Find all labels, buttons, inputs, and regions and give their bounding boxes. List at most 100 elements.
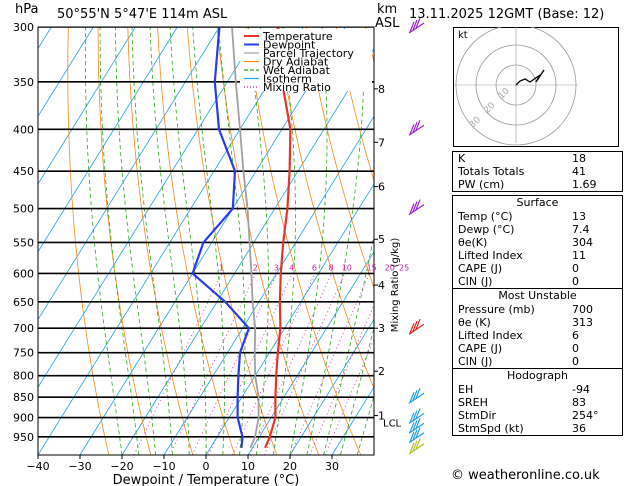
wind-barb [408,388,425,404]
table-row: Dewp (°C) 7.4 [453,223,622,236]
table-row: SREH 83 [453,396,622,409]
row-label: θe(K) [458,236,488,249]
mixing-ratio-line [191,273,278,455]
x-tick-label: −20 [110,460,133,473]
row-value: 0 [572,262,579,275]
x-tick-label: 20 [283,460,297,473]
series-temperature [264,27,292,449]
wet-adiabat-line [356,394,374,455]
isotherm-line [38,27,304,455]
mixing-ratio-label: 20 [385,263,395,272]
x-axis-title: Dewpoint / Temperature (°C) [113,473,300,486]
row-value: 83 [572,396,586,409]
lcl-label: LCL [383,418,402,429]
mixing-ratio-label: 15 [367,263,377,272]
row-label: θe (K) [458,316,491,329]
row-value: 11 [572,249,586,262]
table-row: K 18 [453,152,622,165]
skewt-axes: 1 2 3 4 6 8 10 15 20 2530035040045050055060065070… [13,21,409,486]
row-value: 313 [572,316,593,329]
indices-table: K 18 Totals Totals 41 PW (cm) 1.69 Surface Te… [452,151,623,439]
km-tick-label: 5 [378,233,385,246]
row-label: Totals Totals [458,165,525,178]
wet-adiabat-line [340,326,374,455]
row-value: 1.69 [572,178,597,191]
wet-adiabat-line [149,27,190,455]
indices-top-box: K 18 Totals Totals 41 PW (cm) 1.69 [452,151,623,192]
dry-adiabat-line [396,27,440,455]
series-dewpoint [191,27,251,448]
legend-label: Isotherm [263,73,312,86]
mixing-ratio-label: 4 [289,263,294,272]
x-tick-label: 0 [203,460,210,473]
indices-main-box: Surface Temp (°C) 13 Dewp (°C) 7.4 θe(K) 304 L… [452,195,623,436]
legend-label: Dry Adiabat [263,56,329,69]
isotherm-line [289,318,374,455]
row-value: 36 [572,422,586,435]
row-label: Lifted Index [458,249,523,262]
isotherm-line [247,251,374,455]
row-label: Temp (°C) [458,210,513,223]
wind-barb [408,199,425,216]
row-label: CIN (J) [458,275,493,288]
x-tick-label: 10 [241,460,255,473]
legend-box [240,29,372,91]
wind-barbs [408,17,425,455]
table-row: Pressure (mb) 700 [453,303,622,316]
mixing-ratio-label: 8 [329,263,334,272]
row-value: 13 [572,210,586,223]
x-tick-label: 30 [325,460,339,473]
pressure-tick-label: 550 [13,236,34,249]
isotherm-line [38,27,178,253]
row-value: 41 [572,165,586,178]
mixing-ratio-label: 1 [219,263,224,272]
dry-adiabat-line [67,27,110,455]
km-tick-label: 1 [378,410,385,423]
isotherm-line [163,115,374,455]
km-tick-label: 6 [378,181,385,194]
table-row: Lifted Index 6 [453,329,622,342]
mixing-ratio-label: 25 [399,263,409,272]
pressure-tick-label: 600 [13,267,34,280]
series-parcel-trajectory [231,27,260,449]
row-value: 0 [572,355,579,368]
x-tick-label: −30 [68,460,91,473]
mixing-ratio-axis-title: Mixing Ratio (g/kg) [390,238,401,333]
row-value: 304 [572,236,593,249]
hodograph-trace [515,69,545,86]
isotherm-line [38,27,136,185]
unstable-section-title: Most Unstable [453,288,622,303]
row-value: 700 [572,303,593,316]
x-tick-label: −40 [26,460,49,473]
mixing-ratio-line [232,273,316,455]
wind-barb [408,17,425,34]
wind-barb [408,120,425,136]
pressure-tick-label: 950 [13,431,34,444]
pressure-tick-label: 300 [13,21,34,34]
isotherm-line [205,183,374,455]
mixing-ratio-line [309,303,374,455]
pressure-tick-label: 900 [13,412,34,425]
mixing-ratio-line [133,273,223,455]
legend-label: Dewpoint [263,39,316,52]
row-value: 18 [572,152,586,165]
table-row: CAPE (J) 0 [453,342,622,355]
row-label: CAPE (J) [458,342,503,355]
wet-adiabat-line [85,27,123,455]
row-label: Dewp (°C) [458,223,515,236]
asl-unit-label: ASL [375,16,400,31]
hodograph-unit-label: kt [458,30,468,41]
x-tick-label: −10 [152,460,175,473]
row-label: CAPE (J) [458,262,503,275]
pressure-tick-label: 750 [13,347,34,360]
km-unit-label: km [377,2,398,17]
pressure-tick-label: 700 [13,322,34,335]
pressure-tick-label: 650 [13,296,34,309]
row-value: -94 [572,383,590,396]
pressure-tick-label: 350 [13,76,34,89]
mixing-ratio-line [290,273,370,455]
row-value: 254° [572,409,599,422]
table-row: StmSpd (kt) 36 [453,422,622,435]
row-label: K [458,152,466,165]
